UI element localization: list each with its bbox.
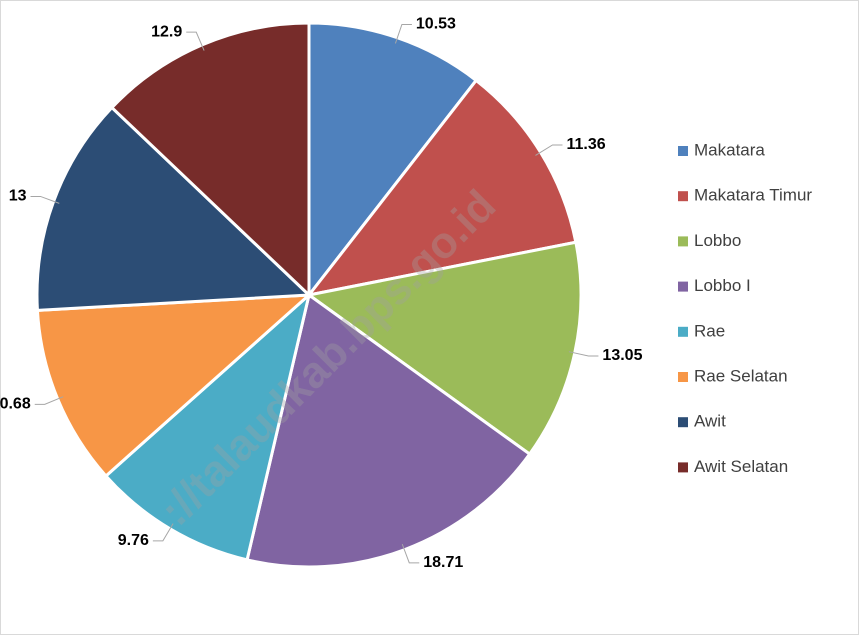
leader-line	[34, 396, 64, 405]
legend-label: Awit	[694, 412, 726, 431]
legend-label: Lobbo I	[694, 276, 751, 295]
legend-label: Awit Selatan	[694, 457, 788, 476]
data-label: 13.05	[602, 347, 642, 364]
leader-line	[186, 31, 205, 51]
data-label: 10.53	[416, 16, 456, 33]
leader-line	[152, 523, 174, 542]
legend-label: Rae Selatan	[694, 366, 788, 385]
legend-swatch	[678, 417, 688, 428]
leader-line	[401, 543, 420, 564]
legend-swatch	[678, 372, 688, 382]
legend-swatch	[678, 326, 688, 337]
legend-swatch	[678, 281, 688, 292]
legend-swatch	[678, 236, 688, 247]
legend-label: Rae	[694, 321, 725, 340]
legend-swatch	[678, 146, 688, 156]
data-label: 18.71	[423, 554, 463, 571]
legend-label: Makatara Timur	[694, 186, 812, 205]
legend-swatch	[678, 191, 688, 202]
legend-label: Lobbo	[694, 231, 741, 250]
leader-line	[394, 24, 412, 44]
legend-swatch	[678, 462, 688, 473]
data-label: 11.36	[566, 136, 605, 153]
data-label: 13	[9, 188, 27, 205]
data-label: 12.9	[151, 23, 182, 40]
leader-line	[535, 144, 563, 156]
data-label: 9.76	[118, 532, 149, 549]
leader-line	[568, 351, 599, 357]
legend-label: Makatara	[694, 140, 765, 159]
data-label: 10.68	[0, 396, 31, 413]
leader-line	[30, 195, 60, 204]
